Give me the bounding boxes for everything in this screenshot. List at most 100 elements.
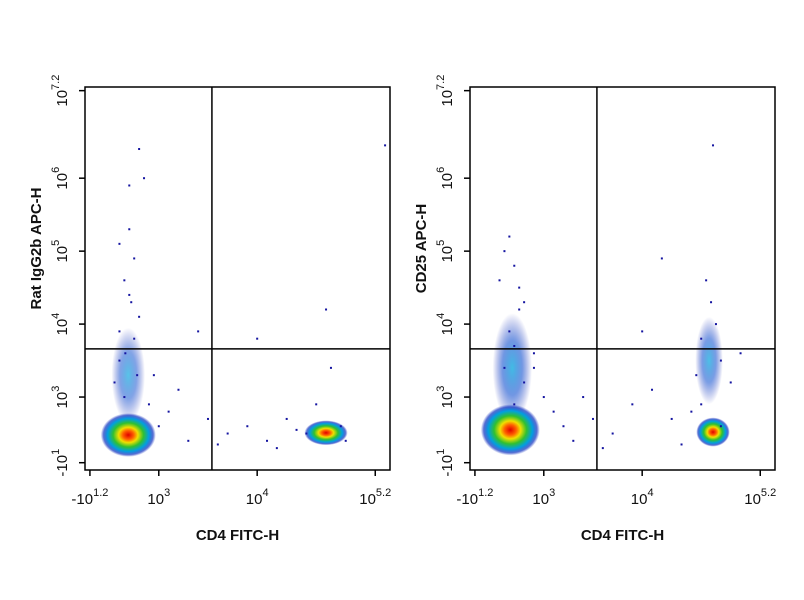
event-dot: [285, 417, 288, 420]
event-dot: [631, 403, 634, 406]
event-dot: [329, 366, 332, 369]
x-tick-label-exponent: 4: [262, 487, 268, 499]
event-dot: [177, 388, 180, 391]
y-tick-label-exponent: 7.2: [50, 75, 62, 90]
event-dot: [508, 235, 511, 238]
event-dot: [508, 330, 511, 333]
x-axis-label: CD4 FITC-H: [581, 527, 664, 544]
density-population: [492, 313, 532, 423]
event-dot: [719, 425, 722, 428]
event-dot: [552, 410, 555, 413]
event-dot: [739, 352, 742, 355]
x-tick-label-base: -10: [71, 491, 93, 508]
density-population: [111, 327, 146, 423]
y-tick-label-base: -10: [54, 455, 71, 477]
event-dot: [147, 403, 150, 406]
event-dot: [384, 144, 387, 147]
y-axis-label: CD25 APC-H: [413, 204, 430, 293]
event-dot: [712, 144, 715, 147]
x-tick-label-exponent: 3: [164, 487, 170, 499]
y-tick-label-exponent: 1: [50, 449, 62, 455]
event-dot: [339, 425, 342, 428]
event-dot: [275, 447, 278, 450]
event-dot: [601, 447, 604, 450]
y-tick-label: 103: [50, 386, 71, 409]
x-tick-label: 103: [532, 487, 555, 508]
event-dot: [133, 257, 136, 260]
event-dot: [700, 337, 703, 340]
event-dot: [197, 330, 200, 333]
event-dot: [532, 352, 535, 355]
y-tick-label: 107.2: [50, 75, 71, 107]
event-dot: [124, 352, 127, 355]
y-tick-label-base: 10: [54, 173, 71, 190]
event-dot: [719, 359, 722, 362]
event-dot: [266, 439, 269, 442]
event-dot: [118, 330, 121, 333]
event-dot: [690, 410, 693, 413]
event-dot: [518, 286, 521, 289]
x-tick-label-exponent: 4: [647, 487, 653, 499]
y-axis-label: Rat IgG2b APC-H: [28, 188, 45, 310]
event-dot: [344, 439, 347, 442]
y-tick-label-exponent: 1: [435, 449, 447, 455]
y-tick-label-base: 10: [54, 319, 71, 336]
density-population: [480, 404, 540, 456]
event-dot: [206, 417, 209, 420]
event-dot: [591, 417, 594, 420]
event-dot: [130, 301, 133, 304]
x-tick-label-base: 10: [532, 491, 549, 508]
event-dot: [187, 439, 190, 442]
x-tick-label-exponent: 5.2: [761, 487, 776, 499]
y-tick-label: 106: [50, 167, 71, 190]
y-tick-label-exponent: 5: [435, 240, 447, 246]
event-dot: [660, 257, 663, 260]
y-tick-label-exponent: 4: [50, 313, 62, 319]
y-tick-label-exponent: 6: [50, 167, 62, 173]
event-dot: [123, 279, 126, 282]
y-tick-label-base: 10: [439, 319, 456, 336]
x-tick-label: -101.2: [71, 487, 108, 508]
event-dot: [641, 330, 644, 333]
x-tick-label-base: -10: [456, 491, 478, 508]
event-dot: [710, 301, 713, 304]
y-tick-label-exponent: 3: [435, 386, 447, 392]
y-tick-label-base: 10: [439, 392, 456, 409]
event-dot: [651, 388, 654, 391]
y-tick-label: 106: [435, 167, 456, 190]
y-tick-label: 103: [435, 386, 456, 409]
x-tick-label-base: 10: [147, 491, 164, 508]
x-tick-label-base: 10: [246, 491, 263, 508]
event-dot: [113, 381, 116, 384]
y-tick-label-exponent: 7.2: [435, 75, 447, 90]
event-dot: [315, 403, 318, 406]
event-dot: [611, 432, 614, 435]
event-dot: [562, 425, 565, 428]
x-tick-label: -101.2: [456, 487, 493, 508]
x-tick-label-base: 10: [631, 491, 648, 508]
y-tick-label-exponent: 3: [50, 386, 62, 392]
event-dot: [705, 279, 708, 282]
y-tick-label: -101: [50, 449, 71, 477]
event-dot: [680, 443, 683, 446]
event-dot: [118, 242, 121, 245]
density-population: [695, 316, 723, 405]
x-tick-label: 103: [147, 487, 170, 508]
y-tick-label-exponent: 5: [50, 240, 62, 246]
y-tick-label-base: 10: [54, 90, 71, 107]
event-dot: [128, 228, 131, 231]
event-dot: [136, 374, 139, 377]
event-dot: [256, 337, 259, 340]
event-dot: [513, 264, 516, 267]
event-dot: [670, 417, 673, 420]
event-dot: [305, 432, 308, 435]
event-dot: [123, 396, 126, 399]
x-tick-label-exponent: 1.2: [478, 487, 493, 499]
x-tick-label-base: 10: [359, 491, 376, 508]
event-dot: [582, 396, 585, 399]
event-dot: [498, 279, 501, 282]
density-population: [100, 413, 156, 457]
event-dot: [513, 344, 516, 347]
x-tick-label-exponent: 3: [549, 487, 555, 499]
